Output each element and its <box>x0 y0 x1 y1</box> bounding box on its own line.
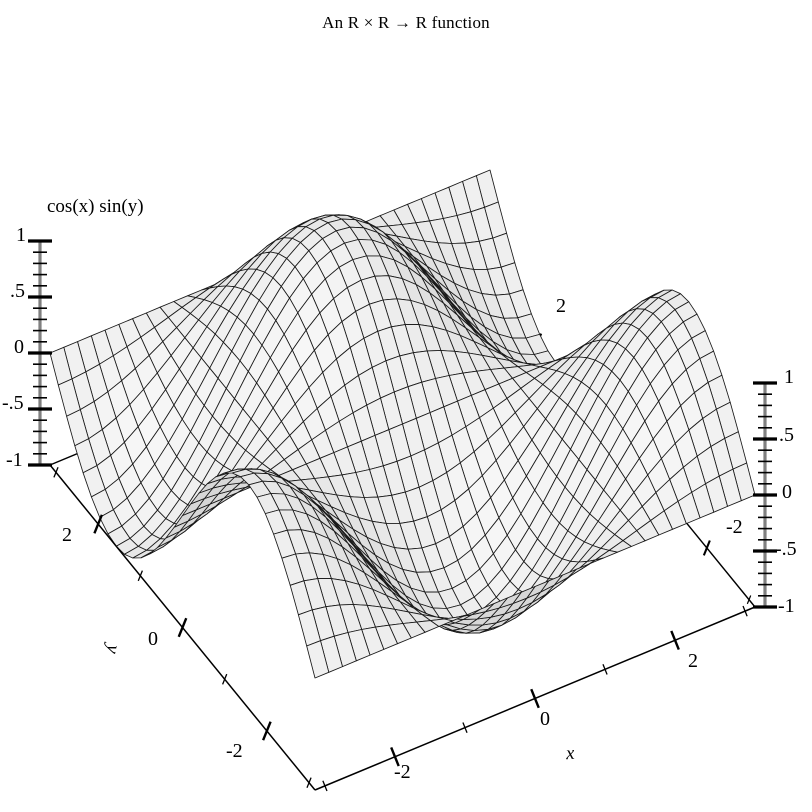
page-title: An R × R → R function <box>322 13 490 32</box>
z-right-tick-label-05: .5 <box>779 424 794 446</box>
y-minor-tick <box>222 673 228 685</box>
y-tick-label-neg2: -2 <box>226 740 243 762</box>
z-right-tick-label-1: 1 <box>784 366 794 388</box>
y-minor-tick <box>137 570 143 582</box>
x-tick-2 <box>670 630 680 650</box>
y-tick-label-0: 0 <box>148 628 158 650</box>
x-axis-label: x <box>565 742 576 765</box>
z-left-tick-label-05: .5 <box>10 280 25 302</box>
y-tick-label-2: 2 <box>62 524 72 546</box>
z-left-tick-label-0: 0 <box>14 336 24 358</box>
x-tick-label-0: 0 <box>540 708 550 730</box>
z-right-tick-label-0: 0 <box>782 481 792 503</box>
y-tick-0 <box>177 617 188 638</box>
z-axis-label: cos(x) sin(y) <box>47 196 144 217</box>
x-minor-tick <box>742 605 748 617</box>
y-back-tick-neg2 <box>702 540 711 556</box>
y-minor-tick <box>53 466 59 478</box>
y-back-tick-label-2: 2 <box>556 295 566 317</box>
y-minor-tick <box>306 777 312 789</box>
z-left-tick-label-neg05: -.5 <box>2 392 24 414</box>
z-left-tick-label-neg1: -1 <box>6 449 23 471</box>
y-back-tick-label-neg2: -2 <box>726 516 743 538</box>
x-tick-0 <box>530 688 540 709</box>
surface-mesh <box>49 169 756 679</box>
y-tick-2 <box>93 514 104 534</box>
x-tick--2 <box>390 747 400 767</box>
x-minor-tick <box>322 780 328 792</box>
x-minor-tick <box>462 722 468 733</box>
x-minor-tick <box>602 664 608 675</box>
surface-facet <box>306 640 330 679</box>
z-left-tick-label-1: 1 <box>16 224 26 246</box>
y-tick--2 <box>261 721 272 741</box>
y-back-minor-tick <box>746 595 752 605</box>
z-right-tick-label-neg1: -1 <box>778 595 795 617</box>
x-tick-label-2: 2 <box>688 650 698 672</box>
z-right-tick-label-neg05: -.5 <box>775 538 797 560</box>
x-tick-label-neg2: -2 <box>394 761 411 783</box>
